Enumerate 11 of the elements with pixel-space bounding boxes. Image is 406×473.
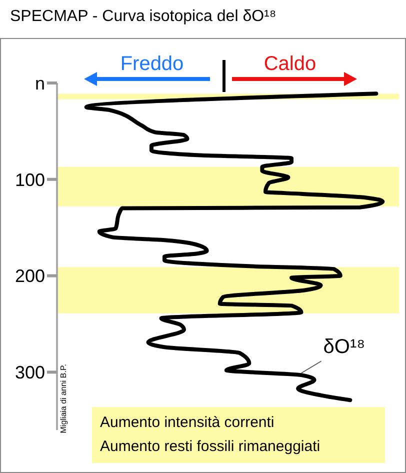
chart-title: SPECMAP - Curva isotopica del δO¹⁸: [10, 8, 276, 26]
text: Caldo: [264, 53, 316, 75]
text: Freddo: [120, 53, 184, 75]
y-tick-label: 200: [14, 266, 45, 286]
annotation: δO¹⁸: [323, 336, 366, 358]
y-tick-label: 300: [14, 362, 45, 383]
y-tick-label: n: [34, 73, 45, 94]
y-axis-title: Migliaia di anni B.P.: [59, 364, 68, 434]
text: Aumento resti fossili rimaneggiati: [100, 437, 322, 457]
annotation: Aumento intensità correnti: [100, 413, 276, 433]
y-tick-label: 100: [14, 170, 45, 190]
